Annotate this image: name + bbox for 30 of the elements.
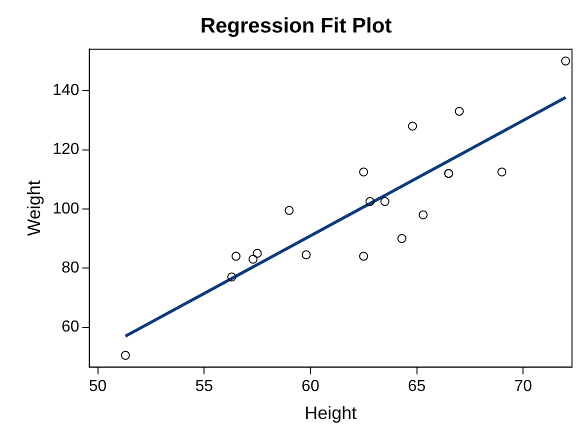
x-tick-label: 60 bbox=[302, 378, 320, 396]
point bbox=[380, 197, 390, 206]
point bbox=[232, 252, 241, 261]
point bbox=[408, 122, 418, 131]
chart-title: Regression Fit Plot bbox=[200, 14, 392, 38]
point bbox=[359, 252, 368, 261]
y-tick-label: 60 bbox=[62, 318, 80, 336]
x-tick-label: 65 bbox=[408, 378, 426, 396]
point bbox=[284, 206, 294, 215]
point bbox=[120, 350, 130, 360]
x-axis-title: Height bbox=[304, 403, 357, 424]
y-tick-label: 120 bbox=[52, 141, 80, 158]
point bbox=[302, 250, 311, 260]
y-tick-label: 140 bbox=[52, 82, 80, 100]
point bbox=[365, 197, 374, 206]
point bbox=[561, 56, 570, 66]
x-tick-label: 50 bbox=[88, 378, 107, 396]
point bbox=[454, 106, 464, 116]
y-axis-title: Weight bbox=[24, 180, 44, 236]
point bbox=[359, 167, 368, 176]
point bbox=[418, 210, 428, 220]
x-tick-label: 55 bbox=[195, 378, 214, 396]
point bbox=[227, 272, 236, 282]
x-tick-label: 70 bbox=[514, 378, 532, 396]
point bbox=[252, 248, 262, 258]
point bbox=[248, 254, 258, 264]
point bbox=[397, 234, 406, 244]
point bbox=[497, 167, 506, 176]
y-tick-label: 80 bbox=[62, 260, 80, 277]
y-tick-label: 100 bbox=[52, 200, 80, 218]
